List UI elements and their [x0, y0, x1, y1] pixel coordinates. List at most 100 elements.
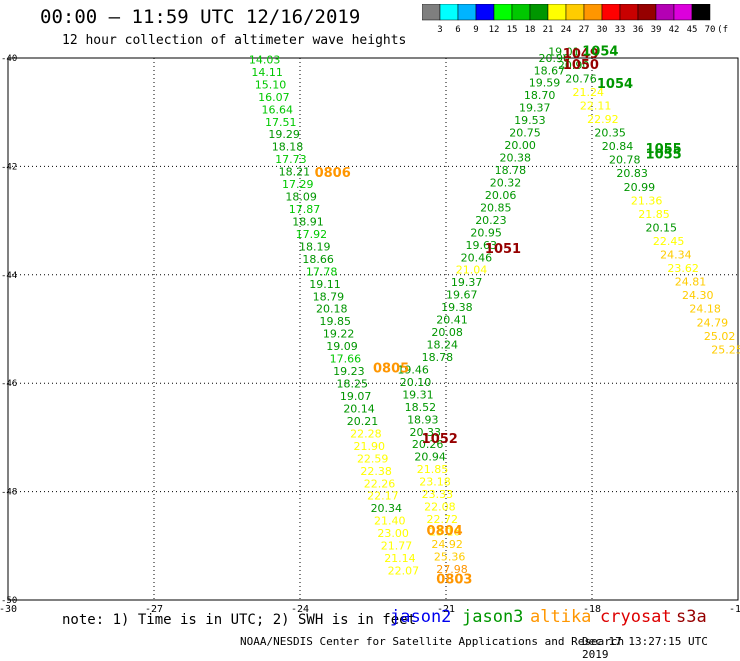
legend-altika: altika [530, 607, 592, 627]
pass-time-label: 1055 [646, 147, 682, 162]
data-point-label: 18.24 [427, 339, 459, 352]
data-point-label: 20.21 [347, 415, 379, 428]
color-tick-label: 27 [579, 25, 590, 34]
data-point-label: 19.59 [529, 77, 561, 90]
pass-time-label: 0806 [315, 166, 351, 181]
data-point-label: 20.41 [436, 314, 468, 327]
data-point-label: 23.33 [422, 488, 454, 501]
data-point-label: 17.87 [289, 203, 321, 216]
footer-timestamp: Dec 17 13:27:15 UTC 2019 [582, 635, 708, 661]
data-point-label: 18.25 [337, 378, 369, 391]
data-point-label: 21.04 [456, 264, 488, 277]
data-point-label: 24.30 [682, 289, 714, 302]
data-point-label: 22.28 [350, 427, 382, 440]
data-point-label: 20.14 [343, 402, 375, 415]
data-point-label: 20.78 [609, 154, 641, 167]
data-point-label: 22.07 [388, 565, 420, 578]
data-point-label: 20.34 [371, 502, 403, 515]
data-point-label: 20.85 [480, 201, 512, 214]
data-point-label: 18.78 [495, 164, 526, 177]
data-point-label: 22.38 [360, 465, 392, 478]
data-point-label: 18.52 [405, 401, 437, 414]
data-point-label: 17.51 [265, 116, 297, 129]
color-tick-label: 9 [473, 25, 478, 34]
color-tick-label: 36 [633, 25, 644, 34]
data-point-label: 20.08 [431, 326, 463, 339]
plot-frame [7, 57, 739, 601]
data-point-label: 21.14 [384, 552, 416, 565]
color-tick-label: 12 [489, 25, 500, 34]
data-point-label: 20.76 [565, 72, 597, 85]
page-subtitle: 12 hour collection of altimeter wave hei… [62, 33, 407, 48]
data-point-label: 24.92 [431, 538, 463, 551]
data-point-label: 19.23 [333, 365, 365, 378]
data-point-label: 20.06 [485, 189, 517, 202]
data-point-label: 22.92 [587, 113, 619, 126]
data-point-label: 19.07 [340, 390, 372, 403]
data-point-label: 22.45 [653, 235, 685, 248]
data-point-label: 20.26 [412, 438, 444, 451]
x-tick-label: -15 [729, 604, 740, 615]
data-point-label: 25.02 [704, 330, 736, 343]
data-point-label: 21.85 [638, 208, 670, 221]
data-point-label: 18.19 [299, 240, 331, 253]
color-tick-label: 39 [651, 25, 662, 34]
footer-credit: NOAA/NESDIS Center for Satellite Applica… [240, 635, 625, 648]
data-point-label: 20.00 [504, 139, 536, 152]
color-swatch [691, 4, 711, 21]
pass-time-label: 1054 [597, 77, 633, 92]
data-point-label: 27.98 [436, 563, 468, 576]
pass-time-label: 1052 [422, 432, 458, 447]
data-point-label: 19.09 [326, 340, 358, 353]
color-tick-label: 42 [669, 25, 680, 34]
data-point-label: 18.91 [292, 215, 324, 228]
data-point-label: 20.99 [624, 181, 656, 194]
data-point-label: 24.34 [660, 249, 692, 262]
data-point-label: 19.38 [441, 301, 473, 314]
data-point-label: 20.75 [509, 127, 541, 140]
data-point-label: 19.37 [519, 102, 551, 115]
data-point-label: 20.84 [602, 140, 634, 153]
pass-time-label: 1051 [485, 242, 521, 257]
x-tick-label: -21 [437, 604, 455, 615]
data-point-label: 16.07 [258, 91, 290, 104]
data-point-label: 19.22 [323, 328, 355, 341]
data-point-label: 21.85 [417, 463, 449, 476]
data-point-label: 20.10 [400, 376, 432, 389]
data-point-label: 20.94 [414, 451, 446, 464]
data-point-label: 23.18 [419, 476, 451, 489]
pass-time-label: 1050 [563, 58, 599, 73]
data-point-label: 20.18 [316, 303, 348, 316]
data-point-label: 19.37 [451, 276, 483, 289]
data-point-label: 21.40 [374, 515, 406, 528]
data-point-label: 17.66 [330, 353, 362, 366]
x-tick-label: -30 [0, 604, 17, 615]
legend-cryosat: cryosat [600, 607, 672, 627]
data-point-label: 20.32 [490, 176, 522, 189]
data-point-label: 17.78 [306, 265, 338, 278]
pass-time-label: 1049 [563, 47, 599, 62]
data-point-label: 24.18 [689, 303, 721, 316]
legend-jason3: jason3 [462, 607, 524, 627]
color-tick-label: (ft) [717, 25, 728, 34]
legend-note: note: 1) Time is in UTC; 2) SWH is in fe… [62, 612, 417, 628]
pass-time-label: 1054 [582, 44, 618, 59]
data-point-label: 14.11 [251, 66, 282, 79]
data-point-label: 23.00 [377, 527, 409, 540]
data-point-label: 20.38 [500, 152, 532, 165]
data-point-label: 25.25 [711, 343, 740, 356]
data-point-label: 20.83 [616, 167, 648, 180]
data-point-label: 18.79 [313, 290, 345, 303]
data-point-label: 18.66 [302, 253, 334, 266]
data-point-label: 20.46 [461, 251, 493, 264]
data-point-label: 18.67 [534, 64, 566, 77]
pass-time-label: 1055 [646, 142, 682, 157]
x-tick-label: -18 [583, 604, 601, 615]
color-tick-label: 24 [561, 25, 572, 34]
color-tick-label: 6 [455, 25, 460, 34]
data-point-label: 20.95 [470, 226, 502, 239]
data-point-label: 24.81 [675, 276, 707, 289]
data-point-label: 18.09 [285, 191, 317, 204]
data-point-label: 21.36 [631, 194, 663, 207]
